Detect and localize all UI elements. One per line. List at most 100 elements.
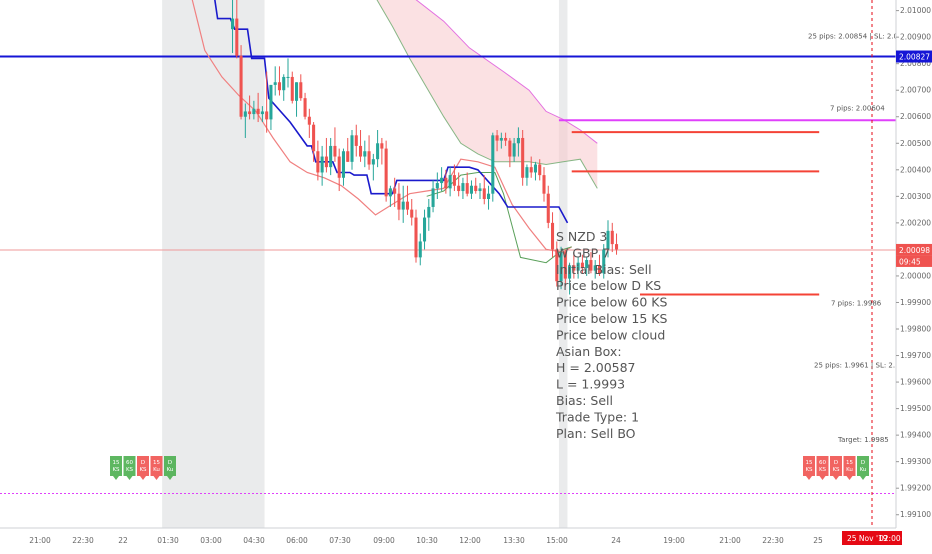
candle: [597, 254, 601, 276]
candle-body: [435, 183, 439, 189]
time-cursor-tag-bg: [842, 531, 902, 545]
note-line: H = 2.00587: [556, 360, 636, 375]
status-flag: DKS: [137, 456, 149, 480]
candle-body: [312, 124, 316, 152]
note-line: S NZD 3: [556, 229, 607, 244]
candle-body: [256, 108, 260, 115]
flag-shape: [843, 456, 856, 480]
candle-body: [491, 135, 495, 194]
candle-body: [235, 18, 239, 56]
flag-label-bottom: KS: [805, 467, 813, 473]
tenkan-line: [426, 172, 572, 264]
candle: [286, 58, 290, 88]
candle: [329, 137, 333, 176]
current-price-tag-sub-bg: [896, 255, 932, 267]
candle-body: [231, 18, 235, 30]
candle-body: [376, 143, 380, 160]
candle: [431, 180, 435, 213]
candle-body: [555, 249, 559, 282]
flag-label-top: D: [861, 460, 865, 466]
candle: [295, 82, 299, 117]
candle-body: [525, 167, 529, 178]
candle-body: [521, 137, 525, 178]
candle: [397, 183, 401, 221]
candle: [341, 148, 345, 186]
candle: [359, 130, 363, 162]
candle-body: [324, 156, 328, 168]
price-tick-label: 2.00400: [900, 165, 931, 174]
flag-label-bottom: KS: [139, 467, 147, 473]
candle: [405, 185, 409, 215]
candle: [457, 172, 461, 197]
candle: [265, 71, 269, 133]
price-axis-panel: [896, 0, 932, 550]
candle-body: [469, 185, 473, 194]
candle: [410, 198, 414, 226]
candle-body: [427, 206, 431, 218]
candle-body: [384, 148, 388, 197]
time-tick-label: 22:30: [762, 536, 784, 545]
label-7-pips-top: 7 pips: 2.00604: [830, 105, 885, 113]
candle-body: [337, 156, 341, 178]
candle-body: [538, 164, 542, 176]
candle-body: [615, 244, 619, 250]
candle-body: [482, 188, 486, 199]
candle: [337, 148, 341, 192]
flag-shape: [857, 456, 869, 480]
candle: [533, 161, 537, 181]
time-tick-label: 06:00: [286, 536, 308, 545]
candle-body: [401, 201, 405, 210]
status-flag: DKu: [857, 456, 869, 480]
note-line: Price below 60 KS: [556, 295, 667, 310]
candle-body: [265, 111, 269, 120]
candle-body: [320, 156, 324, 173]
candle: [346, 137, 350, 162]
note-line: Price below 15 KS: [556, 311, 667, 326]
candle-body: [568, 265, 572, 279]
flag-shape: [123, 456, 136, 480]
blue-level-price-tag: 2.00827: [899, 53, 930, 62]
candle: [418, 233, 422, 266]
flag-label-top: 15: [806, 460, 813, 466]
candle: [312, 122, 316, 162]
candle: [452, 164, 456, 192]
candle: [235, 0, 239, 59]
candle-body: [478, 188, 482, 192]
price-tick-label: 2.01000: [900, 6, 931, 15]
price-tick-label: 2.00000: [900, 271, 931, 280]
time-tick-label: 03:00: [200, 536, 222, 545]
note-line: Bias: Sell: [556, 393, 613, 408]
candle-body: [303, 98, 307, 117]
candle: [444, 169, 448, 194]
candle: [303, 92, 307, 120]
candle: [555, 241, 559, 287]
candle: [248, 95, 252, 120]
price-tick-label: 1.99600: [900, 378, 931, 387]
candle: [354, 124, 358, 157]
time-tick-label: 01:30: [157, 536, 179, 545]
candle-body: [542, 175, 546, 194]
candle: [388, 185, 392, 207]
candle-body: [393, 188, 397, 194]
candle: [371, 153, 375, 181]
candle: [363, 140, 367, 168]
candle: [589, 252, 593, 274]
price-tick-label: 1.99800: [900, 325, 931, 334]
candle-body: [457, 185, 461, 192]
candle: [542, 167, 546, 202]
flag-shape: [137, 456, 149, 480]
note-line: L = 1.9993: [556, 377, 625, 392]
time-tick-label: 09:00: [373, 536, 395, 545]
candle: [572, 252, 576, 279]
candle: [414, 209, 418, 263]
flag-shape: [164, 456, 176, 480]
price-tick-label: 2.00900: [900, 33, 931, 42]
flag-label-top: 15: [153, 460, 160, 466]
flag-shape: [150, 456, 163, 480]
candle-body: [363, 151, 367, 157]
candle-body: [316, 151, 320, 173]
candle-body: [282, 76, 286, 91]
